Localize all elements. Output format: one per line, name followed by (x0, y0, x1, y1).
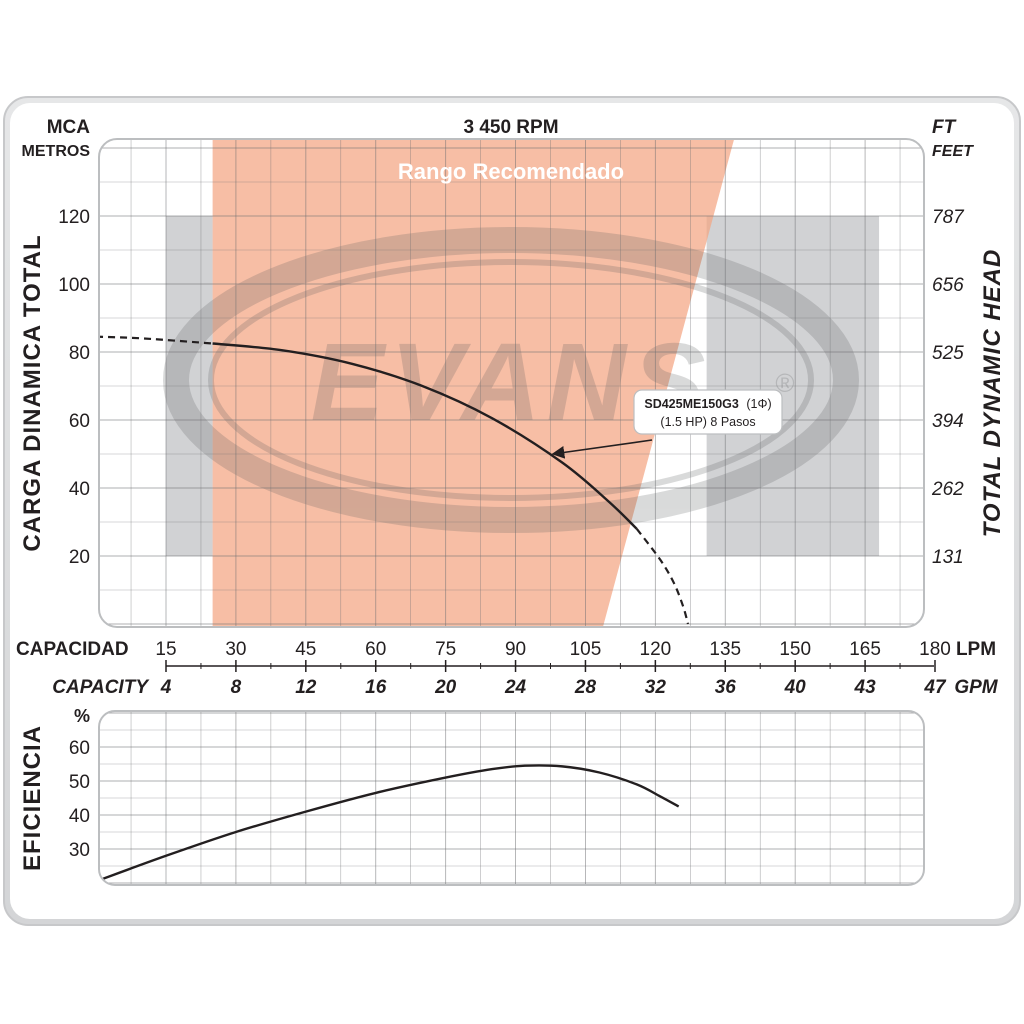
y-axis-title-left: CARGA DINAMICA TOTAL (19, 234, 46, 551)
y-tick-label-ft: 525 (932, 343, 964, 364)
x-tick-label-gpm: 4 (160, 677, 172, 698)
x-axis-title-en: CAPACITY (52, 677, 150, 698)
x-tick-label-gpm: 43 (854, 677, 877, 698)
x-tick-label-gpm: 28 (574, 677, 597, 698)
svg-text:®: ® (775, 368, 794, 398)
efficiency-grid (99, 711, 924, 885)
eff-y-tick-label: 40 (69, 806, 90, 827)
efficiency-plot-border (98, 710, 925, 886)
capacity-axis-ticks: 15 4 30 8 45 12 60 16 75 20 90 24 105 28 120 32 135 36 150… (155, 639, 950, 698)
x-tick-label-gpm: 32 (645, 677, 667, 698)
eff-y-tick-label: 30 (69, 840, 90, 861)
x-tick-label-lpm: 150 (779, 639, 811, 660)
annotation-phase: (1Φ) (746, 397, 771, 411)
x-tick-label-lpm: 135 (709, 639, 741, 660)
annotation-box (633, 389, 783, 435)
svg-text:SD425ME150G3 (1Φ): SD425ME150G3 (1Φ) (644, 397, 771, 411)
x-tick-label-lpm: 15 (155, 639, 176, 660)
head-curve-solid (212, 342, 638, 530)
x-tick-label-lpm: 75 (435, 639, 456, 660)
x-tick-label-gpm: 36 (715, 677, 737, 698)
x-tick-label-lpm: 105 (570, 639, 602, 660)
annotation-model: SD425ME150G3 (644, 397, 739, 411)
x-tick-label-gpm: 24 (504, 677, 527, 698)
model-annotation: SD425ME150G3 (1Φ) (1.5 HP) 8 Pasos (551, 389, 783, 459)
head-plot-panel: EVANS ® Rango Recomendado (99, 139, 924, 627)
x-tick-label-gpm: 16 (365, 677, 387, 698)
x-axis-title: CAPACIDAD (16, 639, 129, 660)
y-tick-label-ft: 262 (931, 479, 964, 500)
y-tick-label-ft: 394 (932, 411, 964, 432)
head-curve (99, 335, 690, 625)
recommended-range-label: Rango Recomendado (398, 159, 624, 184)
x-tick-label-lpm: 180 (919, 639, 951, 660)
y-unit-right-sub: FEET (932, 143, 974, 160)
y-tick-label-mca: 120 (58, 207, 90, 228)
y-tick-label-mca: 20 (69, 547, 90, 568)
head-curve-dashed-left (99, 335, 213, 345)
eff-y-tick-label: 50 (69, 772, 90, 793)
efficiency-axis-title: EFICIENCIA (19, 725, 46, 871)
y-unit-left-sub: METROS (22, 143, 91, 160)
title-rpm: 3 450 RPM (463, 117, 558, 138)
y-tick-label-ft: 787 (932, 207, 965, 228)
head-curve-dashed-right (635, 528, 690, 625)
y-tick-label-mca: 80 (69, 343, 90, 364)
x-unit-lpm: LPM (956, 639, 996, 660)
x-tick-label-gpm: 12 (295, 677, 317, 698)
y-tick-label-ft: 131 (932, 547, 964, 568)
efficiency-curve-line (99, 764, 680, 883)
x-tick-label-lpm: 165 (849, 639, 881, 660)
x-tick-label-gpm: 20 (434, 677, 457, 698)
head-grid (99, 139, 924, 627)
efficiency-curve (99, 764, 680, 883)
x-tick-label-gpm: 8 (231, 677, 242, 698)
x-tick-label-lpm: 60 (365, 639, 386, 660)
y-tick-label-mca: 40 (69, 479, 90, 500)
x-tick-label-lpm: 45 (295, 639, 316, 660)
annotation-line2: (1.5 HP) 8 Pasos (660, 415, 755, 429)
y-axis-title-right: TOTAL DYNAMIC HEAD (979, 249, 1006, 538)
x-unit-gpm: GPM (954, 677, 998, 698)
annotation-arrow (551, 439, 653, 459)
x-tick-label-lpm: 90 (505, 639, 526, 660)
x-tick-label-lpm: 120 (640, 639, 672, 660)
head-y-ticks: 20 131 40 262 60 394 80 525 100 656 120 787 (58, 207, 965, 568)
y-tick-label-mca: 100 (58, 275, 90, 296)
efficiency-unit: % (74, 706, 90, 726)
head-plot-border (98, 138, 925, 628)
y-tick-label-mca: 60 (69, 411, 90, 432)
x-tick-label-lpm: 30 (225, 639, 246, 660)
x-tick-label-gpm: 47 (923, 677, 947, 698)
y-unit-right: FT (932, 117, 957, 138)
efficiency-y-ticks: 30 40 50 60 (69, 738, 90, 861)
x-tick-label-gpm: 40 (784, 677, 807, 698)
y-tick-label-ft: 656 (932, 275, 964, 296)
y-unit-left: MCA (47, 117, 91, 138)
eff-y-tick-label: 60 (69, 738, 90, 759)
efficiency-plot-panel (99, 711, 924, 885)
